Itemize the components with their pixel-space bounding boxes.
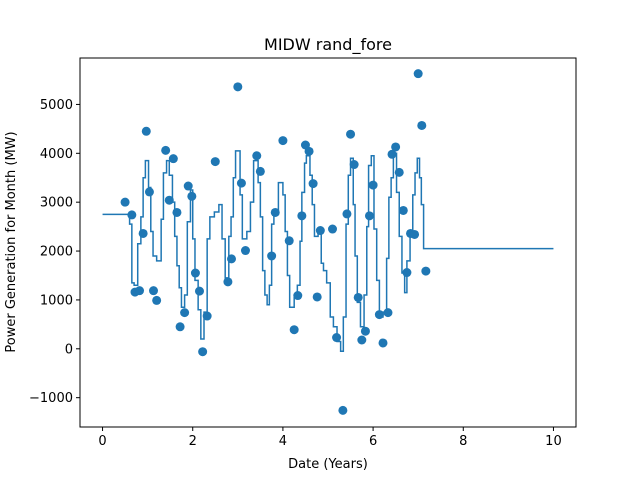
x-tick-label: 2	[189, 434, 197, 449]
scatter-point-43	[338, 405, 348, 415]
scatter-point-41	[328, 224, 338, 234]
scatter-point-24	[233, 82, 243, 92]
scatter-point-47	[353, 292, 363, 302]
y-tick-label: 5000	[40, 98, 73, 113]
scatter-point-61	[410, 229, 420, 239]
scatter-point-25	[236, 178, 246, 188]
scatter-point-42	[332, 333, 342, 343]
scatter-point-18	[194, 286, 204, 296]
scatter-point-0	[120, 197, 130, 207]
series-line	[102, 150, 554, 352]
scatter-point-58	[398, 205, 408, 215]
scatter-point-63	[417, 120, 427, 130]
scatter-point-7	[149, 286, 158, 296]
scatter-point-35	[297, 211, 307, 221]
scatter-point-59	[402, 268, 412, 278]
scatter-point-14	[180, 308, 190, 318]
scatter-point-21	[210, 157, 220, 167]
scatter-point-50	[364, 211, 374, 221]
scatter-point-52	[374, 310, 384, 320]
y-tick-label: 3000	[40, 196, 73, 211]
scatter-point-27	[252, 151, 262, 161]
scatter-point-15	[183, 181, 193, 191]
scatter-point-12	[172, 207, 182, 217]
scatter-point-34	[293, 291, 303, 301]
chart-title: MIDW rand_fore	[264, 35, 392, 55]
x-tick-label: 6	[369, 434, 377, 449]
scatter-point-26	[240, 246, 250, 256]
scatter-point-56	[391, 142, 401, 152]
scatter-point-64	[421, 266, 431, 276]
scatter-point-33	[289, 325, 299, 335]
scatter-point-48	[357, 335, 367, 345]
y-tick-label: 2000	[40, 245, 73, 260]
scatter-point-6	[144, 187, 154, 197]
scatter-point-3	[135, 286, 145, 296]
x-axis-label: Date (Years)	[288, 457, 368, 472]
scatter-point-32	[284, 236, 294, 246]
x-tick-label: 8	[459, 434, 467, 449]
x-tick-label: 10	[545, 434, 562, 449]
scatter-point-55	[387, 149, 397, 159]
y-tick-label: 1000	[40, 293, 73, 308]
scatter-point-9	[161, 145, 171, 155]
scatter-point-38	[308, 179, 318, 189]
scatter-point-31	[278, 136, 288, 146]
scatter-point-45	[346, 129, 356, 139]
scatter-point-51	[368, 180, 378, 190]
y-tick-label: 0	[65, 342, 73, 357]
scatter-point-40	[315, 226, 325, 236]
y-axis-label: Power Generation for Month (MW)	[4, 131, 19, 352]
scatter-point-37	[304, 146, 314, 156]
scatter-point-17	[190, 268, 200, 278]
scatter-point-5	[141, 126, 151, 136]
scatter-point-28	[255, 166, 265, 176]
scatter-point-4	[138, 228, 148, 238]
scatter-point-16	[187, 191, 197, 201]
scatter-point-10	[164, 195, 174, 205]
x-tick-label: 0	[98, 434, 106, 449]
x-tick-label: 4	[279, 434, 287, 449]
scatter-point-23	[227, 254, 237, 264]
scatter-point-57	[394, 167, 404, 177]
y-tick-label: −1000	[29, 391, 73, 406]
scatter-point-44	[342, 209, 352, 219]
scatter-point-62	[413, 69, 423, 79]
scatter-point-53	[378, 338, 388, 348]
scatter-point-20	[202, 311, 212, 321]
scatter-point-39	[312, 292, 322, 302]
y-tick-label: 4000	[40, 147, 73, 162]
scatter-point-54	[383, 308, 393, 318]
scatter-point-8	[152, 295, 162, 305]
scatter-point-19	[198, 347, 208, 357]
plot-area	[102, 69, 554, 415]
scatter-point-1	[127, 210, 137, 220]
scatter-point-49	[360, 326, 370, 336]
scatter-point-29	[267, 251, 277, 261]
scatter-point-11	[168, 154, 178, 164]
scatter-point-46	[349, 160, 359, 170]
y-axis: −1000 0 1000 2000 3000 4000 5000	[29, 98, 80, 406]
plot-frame	[79, 57, 577, 428]
scatter-point-30	[270, 207, 280, 217]
scatter-point-22	[223, 277, 233, 287]
scatter-point-13	[175, 322, 185, 332]
x-axis: 0 2 4 6 8 10	[98, 427, 562, 449]
